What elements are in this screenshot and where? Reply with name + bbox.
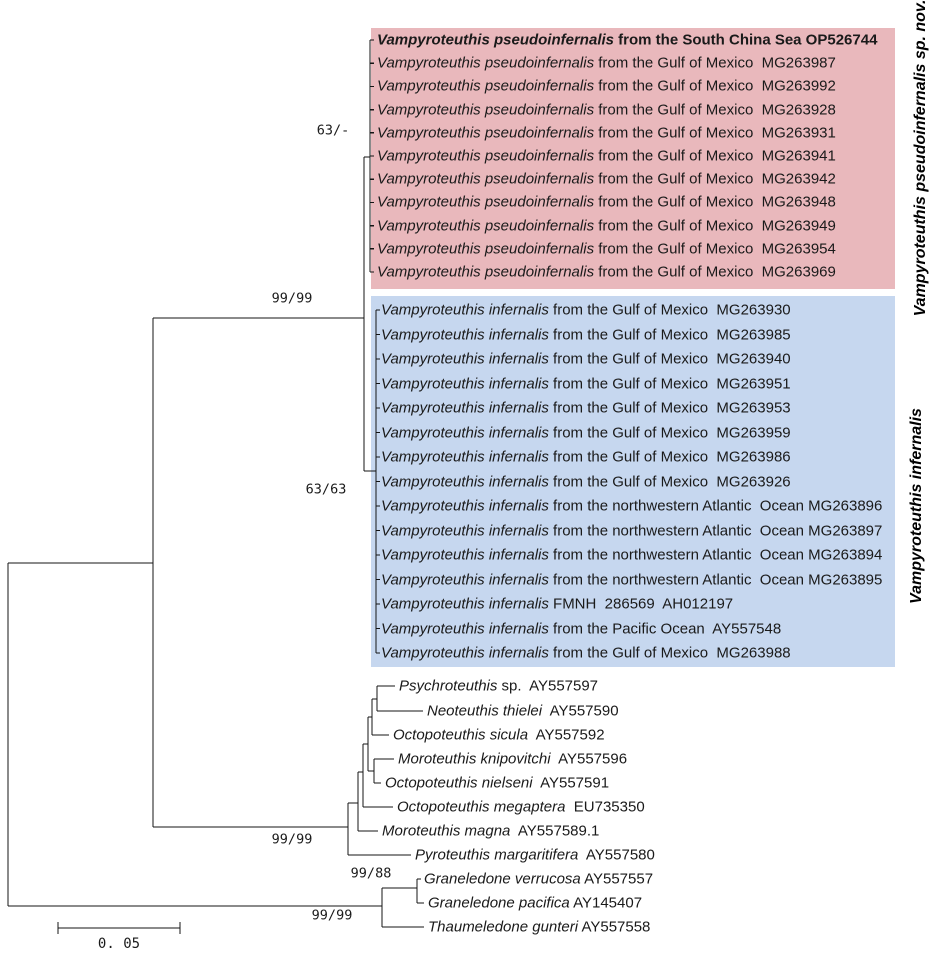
clade-label-infernalis: Vampyroteuthis infernalis: [908, 408, 925, 604]
infernalis-clade-box: [371, 296, 895, 667]
pseudoinfernalis-clade-box: [371, 28, 895, 289]
scale-bar-label: 0. 05: [97, 936, 141, 952]
clade-label-pseudoinfernalis: Vampyroteuthis pseudoinfernalis sp. nov.: [912, 0, 929, 317]
